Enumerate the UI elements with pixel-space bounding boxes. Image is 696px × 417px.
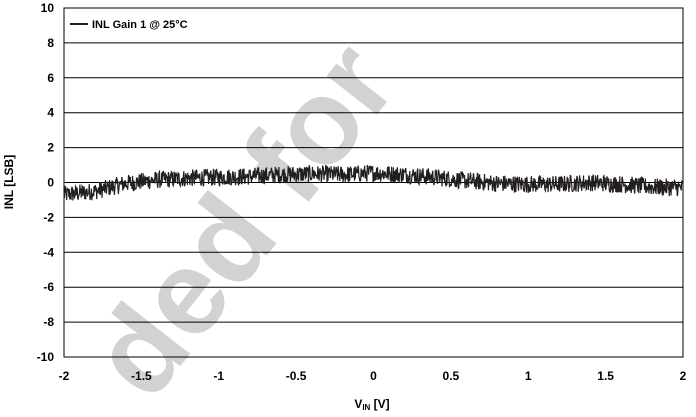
y-tick-label: 8 xyxy=(47,36,54,50)
y-tick-label: 2 xyxy=(47,141,54,155)
x-tick-label: 1.5 xyxy=(597,369,614,383)
x-tick-label: -1.5 xyxy=(131,369,152,383)
x-axis-title-sub: IN xyxy=(362,403,370,412)
x-tick-label: 0 xyxy=(370,369,377,383)
series-group xyxy=(63,164,684,201)
x-tick-labels: -2 -1.5 -1 -0.5 0 0.5 1 1.5 2 xyxy=(59,369,687,383)
y-tick-label: -8 xyxy=(43,315,54,329)
x-axis-title: VIN [V] xyxy=(354,397,389,412)
legend: INL Gain 1 @ 25°C xyxy=(70,19,188,31)
x-tick-label: -2 xyxy=(59,369,70,383)
x-tick-label: 1 xyxy=(525,369,532,383)
x-tick-label: -0.5 xyxy=(286,369,307,383)
x-axis-title-unit: [V] xyxy=(370,397,389,411)
y-tick-label: 0 xyxy=(47,176,54,190)
legend-label: INL Gain 1 @ 25°C xyxy=(92,19,188,31)
x-tick-label: 0.5 xyxy=(443,369,460,383)
inl-series-line xyxy=(63,164,684,201)
y-axis-title: INL [LSB] xyxy=(2,155,16,209)
plot-frame xyxy=(63,7,684,358)
y-tick-label: 10 xyxy=(41,1,55,15)
x-axis-title-main: V xyxy=(354,397,362,411)
y-tick-label: -2 xyxy=(43,210,54,224)
y-tick-label: -10 xyxy=(37,350,55,364)
x-tick-label: 2 xyxy=(680,369,687,383)
y-tick-label: -6 xyxy=(43,280,54,294)
y-tick-label: -4 xyxy=(43,245,54,259)
y-tick-label: 4 xyxy=(47,106,54,120)
y-tick-label: 6 xyxy=(47,71,54,85)
x-tick-label: -1 xyxy=(213,369,224,383)
y-tick-labels: 10 8 6 4 2 0 -2 -4 -6 -8 -10 xyxy=(37,1,55,364)
